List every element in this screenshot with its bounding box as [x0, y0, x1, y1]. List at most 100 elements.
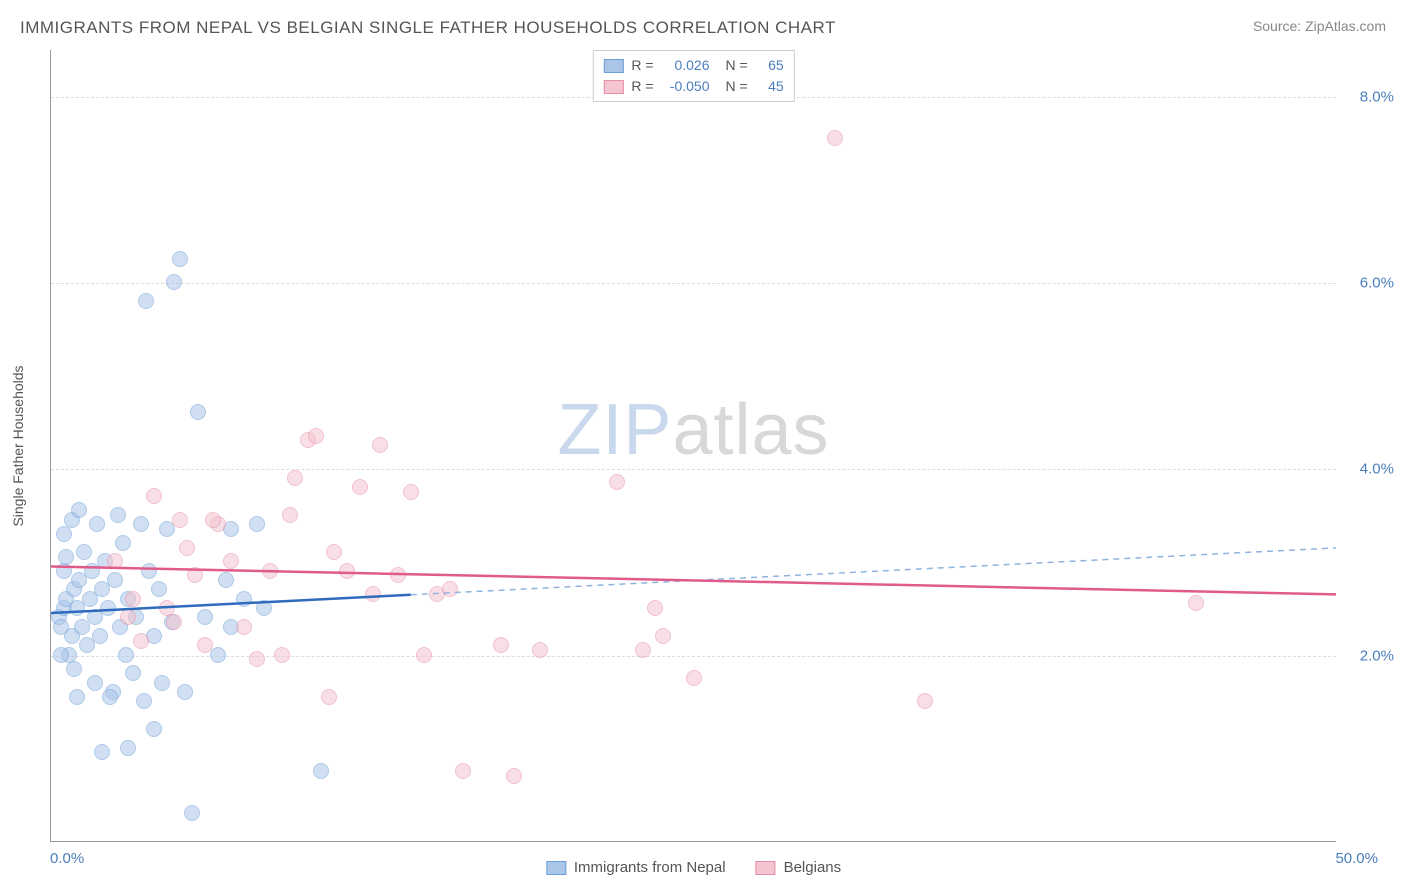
- legend-swatch-nepal: [546, 861, 566, 875]
- data-point-belgians: [179, 540, 195, 556]
- legend-label-nepal: Immigrants from Nepal: [574, 859, 726, 876]
- data-point-nepal: [118, 647, 134, 663]
- trend-lines: [51, 50, 1336, 841]
- data-point-belgians: [187, 567, 203, 583]
- data-point-belgians: [274, 647, 290, 663]
- y-axis-title: Single Father Households: [10, 365, 26, 526]
- data-point-belgians: [352, 479, 368, 495]
- data-point-nepal: [76, 544, 92, 560]
- data-point-nepal: [92, 628, 108, 644]
- data-point-belgians: [107, 553, 123, 569]
- data-point-nepal: [100, 600, 116, 616]
- data-point-belgians: [287, 470, 303, 486]
- legend-swatch-belgians: [603, 80, 623, 94]
- data-point-belgians: [321, 689, 337, 705]
- data-point-nepal: [53, 647, 69, 663]
- legend-swatch-nepal: [603, 59, 623, 73]
- data-point-belgians: [442, 581, 458, 597]
- data-point-nepal: [94, 744, 110, 760]
- data-point-nepal: [87, 675, 103, 691]
- data-point-belgians: [1188, 595, 1204, 611]
- gridline: [51, 469, 1336, 470]
- data-point-belgians: [372, 437, 388, 453]
- data-point-belgians: [172, 512, 188, 528]
- data-point-nepal: [313, 763, 329, 779]
- data-point-nepal: [66, 661, 82, 677]
- data-point-belgians: [282, 507, 298, 523]
- data-point-belgians: [197, 637, 213, 653]
- data-point-belgians: [686, 670, 702, 686]
- data-point-nepal: [154, 675, 170, 691]
- watermark-zip: ZIP: [557, 390, 672, 470]
- n-value-nepal: 65: [756, 55, 784, 76]
- data-point-nepal: [151, 581, 167, 597]
- data-point-nepal: [166, 274, 182, 290]
- data-point-belgians: [506, 768, 522, 784]
- gridline: [51, 283, 1336, 284]
- data-point-belgians: [125, 591, 141, 607]
- data-point-nepal: [56, 563, 72, 579]
- data-point-nepal: [249, 516, 265, 532]
- source-credit: Source: ZipAtlas.com: [1253, 18, 1386, 34]
- data-point-belgians: [827, 130, 843, 146]
- data-point-nepal: [120, 740, 136, 756]
- legend-stat-row-nepal: R = 0.026 N = 65: [603, 55, 783, 76]
- data-point-belgians: [249, 651, 265, 667]
- data-point-belgians: [262, 563, 278, 579]
- data-point-nepal: [172, 251, 188, 267]
- data-point-belgians: [390, 567, 406, 583]
- data-point-belgians: [635, 642, 651, 658]
- watermark: ZIPatlas: [557, 389, 829, 471]
- data-point-nepal: [107, 572, 123, 588]
- r-value-nepal: 0.026: [662, 55, 710, 76]
- data-point-belgians: [146, 488, 162, 504]
- data-point-belgians: [416, 647, 432, 663]
- data-point-belgians: [133, 633, 149, 649]
- data-point-belgians: [609, 474, 625, 490]
- data-point-nepal: [110, 507, 126, 523]
- data-point-nepal: [71, 502, 87, 518]
- source-prefix: Source:: [1253, 18, 1305, 34]
- data-point-nepal: [56, 526, 72, 542]
- r-label: R =: [631, 55, 653, 76]
- data-point-belgians: [647, 600, 663, 616]
- r-label: R =: [631, 76, 653, 97]
- n-label: N =: [726, 76, 748, 97]
- source-site: ZipAtlas.com: [1305, 18, 1386, 34]
- data-point-nepal: [210, 647, 226, 663]
- data-point-nepal: [184, 805, 200, 821]
- data-point-belgians: [326, 544, 342, 560]
- legend-label-belgians: Belgians: [784, 859, 842, 876]
- data-point-belgians: [532, 642, 548, 658]
- legend-item-nepal: Immigrants from Nepal: [546, 859, 726, 876]
- data-point-nepal: [218, 572, 234, 588]
- data-point-belgians: [236, 619, 252, 635]
- y-tick-label: 4.0%: [1360, 461, 1394, 478]
- x-axis-max-label: 50.0%: [1335, 850, 1378, 867]
- legend-stat-row-belgians: R = -0.050 N = 45: [603, 76, 783, 97]
- data-point-belgians: [120, 609, 136, 625]
- data-point-belgians: [493, 637, 509, 653]
- legend-swatch-belgians: [756, 861, 776, 875]
- x-axis-min-label: 0.0%: [50, 850, 84, 867]
- data-point-nepal: [125, 665, 141, 681]
- data-point-nepal: [89, 516, 105, 532]
- data-point-nepal: [138, 293, 154, 309]
- data-point-belgians: [166, 614, 182, 630]
- data-point-nepal: [69, 689, 85, 705]
- data-point-belgians: [655, 628, 671, 644]
- n-label: N =: [726, 55, 748, 76]
- r-value-belgians: -0.050: [662, 76, 710, 97]
- watermark-atlas: atlas: [672, 390, 829, 470]
- data-point-nepal: [197, 609, 213, 625]
- y-tick-label: 8.0%: [1360, 88, 1394, 105]
- n-value-belgians: 45: [756, 76, 784, 97]
- data-point-nepal: [58, 549, 74, 565]
- data-point-belgians: [403, 484, 419, 500]
- y-tick-label: 2.0%: [1360, 647, 1394, 664]
- data-point-belgians: [365, 586, 381, 602]
- data-point-nepal: [102, 689, 118, 705]
- data-point-nepal: [133, 516, 149, 532]
- data-point-nepal: [115, 535, 131, 551]
- plot-area: ZIPatlas R =0.026N =65R =-0.050N =45 Imm…: [50, 50, 1336, 842]
